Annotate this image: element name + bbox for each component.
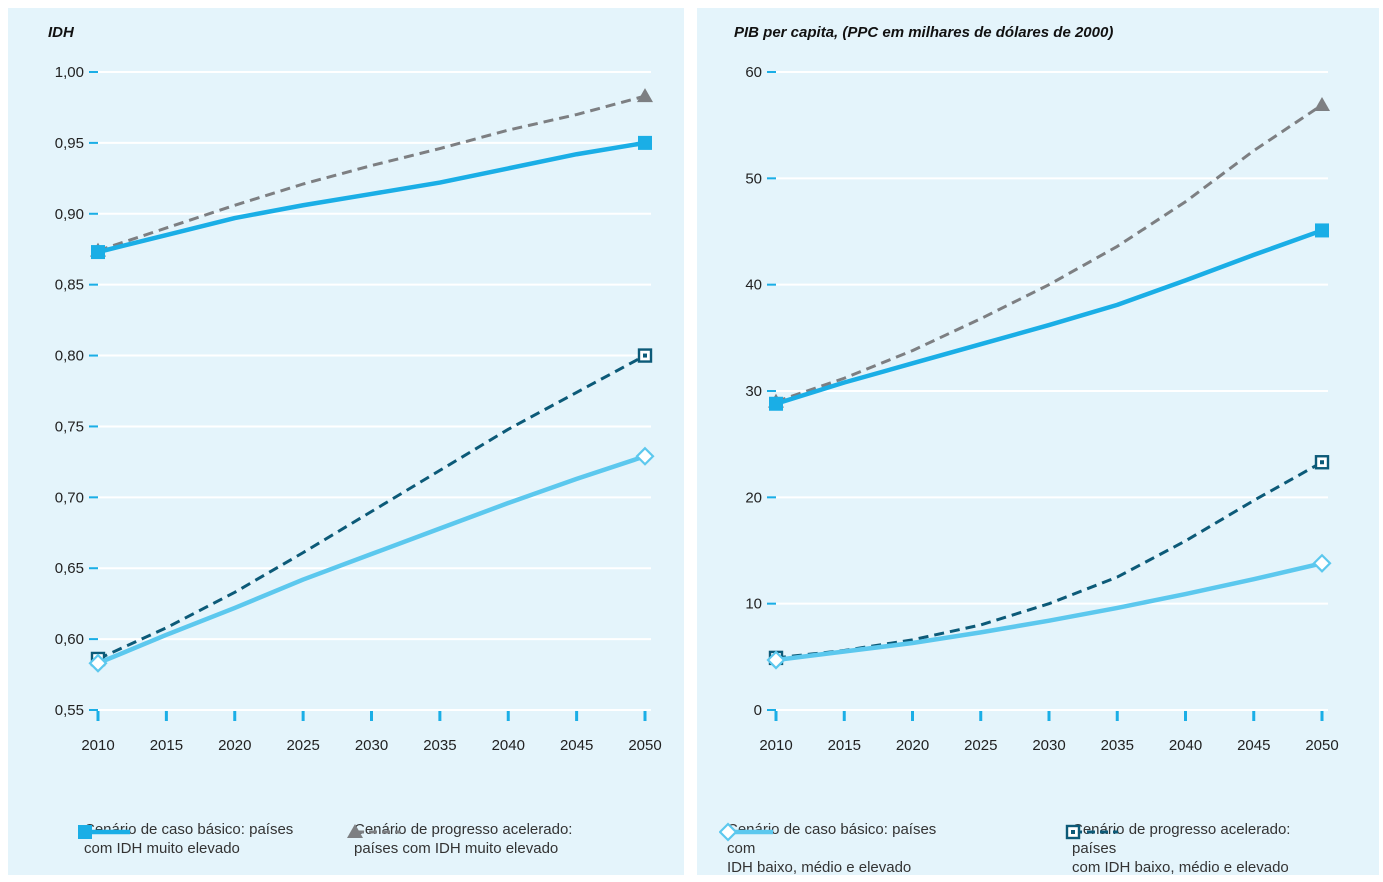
y-tick-label: 0,65 bbox=[55, 560, 84, 577]
legend-key-very-high-base bbox=[78, 825, 130, 839]
marker-start-very-high-base bbox=[769, 396, 783, 411]
x-tick-label: 2050 bbox=[1305, 737, 1338, 754]
legend-label: Cenário de caso básico: países com IDH b… bbox=[727, 821, 937, 876]
series-line-very-high-base bbox=[775, 228, 1323, 406]
marker-end-low-mid-high-accel bbox=[637, 348, 653, 363]
legend-item-very-high-accel: Cenário de progresso acelerado: países c… bbox=[346, 820, 584, 858]
pib-chart-panel: PIB per capita, (PPC em milhares de dóla… bbox=[697, 8, 1379, 877]
x-tick-label: 2020 bbox=[896, 737, 929, 754]
marker-end-very-high-base bbox=[1315, 223, 1329, 238]
y-tick-label: 0,75 bbox=[55, 418, 84, 435]
x-tick-label: 2015 bbox=[828, 737, 861, 754]
marker-start-low-mid-high-base bbox=[88, 653, 108, 673]
y-tick-label: 0,85 bbox=[55, 277, 84, 294]
series-line-low-mid-high-accel bbox=[775, 460, 1323, 660]
legend-marker bbox=[78, 825, 92, 839]
x-tick-label: 2045 bbox=[1237, 737, 1270, 754]
legend-marker bbox=[347, 824, 363, 838]
idh-chart-title: IDH bbox=[48, 24, 74, 41]
y-tick-label: 0,95 bbox=[55, 135, 84, 152]
y-tick-label: 1,00 bbox=[55, 64, 84, 81]
x-tick-label: 2040 bbox=[1169, 737, 1202, 754]
y-tick-label: 0,90 bbox=[55, 206, 84, 223]
y-tick-label: 10 bbox=[745, 596, 762, 613]
series-line-very-high-accel bbox=[775, 103, 1323, 404]
legend-item-very-high-base: Cenário de caso básico: países com IDH m… bbox=[76, 820, 314, 858]
idh-chart-panel: IDH 0,55 0,60 0,65 0,70 0,75 0,80 0,85 0,90 0,95… bbox=[8, 8, 684, 875]
x-tick-label: 2045 bbox=[560, 737, 593, 754]
x-tick-label: 2010 bbox=[759, 737, 792, 754]
legend-label: Cenário de progresso acelerado: países c… bbox=[354, 821, 573, 857]
legend-label: Cenário de caso básico: países com IDH m… bbox=[84, 821, 294, 857]
x-tick-label: 2040 bbox=[492, 737, 525, 754]
x-tick-label: 2010 bbox=[81, 737, 114, 754]
y-tick-label: 0,55 bbox=[55, 702, 84, 719]
series-line-low-mid-high-base bbox=[775, 561, 1323, 663]
x-tick-label: 2030 bbox=[1032, 737, 1065, 754]
y-tick-label: 30 bbox=[745, 383, 762, 400]
y-tick-label: 0,60 bbox=[55, 631, 84, 648]
legend-item-low-mid-high-base: Cenário de caso básico: países com IDH b… bbox=[719, 820, 957, 877]
x-tick-label: 2025 bbox=[286, 737, 319, 754]
marker-end-very-high-accel bbox=[1314, 96, 1330, 111]
x-tick-label: 2030 bbox=[355, 737, 388, 754]
series-line-very-high-accel bbox=[97, 94, 646, 253]
x-tick-label: 2025 bbox=[964, 737, 997, 754]
legend-key-low-mid-high-accel bbox=[1065, 824, 1118, 840]
marker-end-low-mid-high-base bbox=[1312, 553, 1332, 573]
y-tick-label: 0,70 bbox=[55, 489, 84, 506]
x-tick-label: 2050 bbox=[628, 737, 661, 754]
x-tick-label: 2015 bbox=[150, 737, 183, 754]
series-line-low-mid-high-accel bbox=[97, 354, 646, 661]
legend-marker bbox=[719, 822, 738, 842]
marker-end-very-high-base bbox=[638, 135, 652, 150]
marker-start-low-mid-high-base bbox=[766, 650, 786, 670]
idh-chart-svg: 0,55 0,60 0,65 0,70 0,75 0,80 0,85 0,90 0,95 1,00… bbox=[55, 64, 662, 754]
x-tick-label: 2035 bbox=[423, 737, 456, 754]
y-tick-label: 0 bbox=[754, 702, 762, 719]
x-tick-label: 2020 bbox=[218, 737, 251, 754]
y-tick-label: 0,80 bbox=[55, 348, 84, 365]
y-tick-label: 60 bbox=[745, 64, 762, 81]
marker-end-low-mid-high-accel bbox=[1314, 455, 1330, 470]
legend-marker bbox=[1065, 824, 1081, 840]
marker-end-very-high-accel bbox=[637, 88, 653, 103]
pib-chart-title: PIB per capita, (PPC em milhares de dóla… bbox=[734, 24, 1114, 41]
legend-label: Cenário de progresso acelerado: países c… bbox=[1072, 821, 1291, 876]
x-tick-label: 2035 bbox=[1101, 737, 1134, 754]
y-tick-label: 20 bbox=[745, 489, 762, 506]
marker-end-low-mid-high-base bbox=[635, 446, 655, 466]
marker-start-very-high-base bbox=[91, 245, 105, 260]
legend-key-low-mid-high-base bbox=[719, 822, 773, 842]
legend-item-low-mid-high-accel: Cenário de progresso acelerado: países c… bbox=[1064, 820, 1302, 877]
legend-key-very-high-accel bbox=[347, 824, 400, 838]
y-tick-label: 40 bbox=[745, 277, 762, 294]
series-line-low-mid-high-base bbox=[97, 454, 646, 666]
y-tick-label: 50 bbox=[745, 170, 762, 187]
series-line-very-high-base bbox=[97, 140, 646, 255]
